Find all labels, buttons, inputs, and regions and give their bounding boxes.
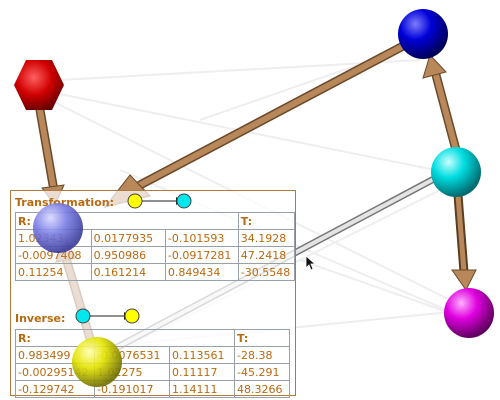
matrix-cell: 0.983499 [15,346,95,364]
matrix-cell: -0.00295142 [15,363,95,381]
matrix-cell: -0.101593 [164,229,239,247]
table-row: -0.0097408 0.950986 -0.0917281 47.2418 [15,246,296,264]
mouse-pointer-icon [305,255,317,271]
matrix-cell: -0.129742 [15,380,95,398]
matrix-cell: -30.5548 [237,263,296,281]
red-hexagon-node[interactable] [14,60,64,110]
matrix-cell: 0.11254 [15,263,92,281]
inverse-matrix-table: R: T: 0.983499 -0.0076531 0.113561 -28.3… [15,329,290,398]
inverse-direction-icon [75,308,140,324]
matrix-cell: -0.0097408 [15,246,92,264]
table-row: -0.00295142 1.02275 0.11117 -45.291 [15,363,290,381]
matrix-cell: 0.113561 [169,346,235,364]
matrix-cell: 0.849434 [164,263,239,281]
matrix-cell: 34.1928 [237,229,296,247]
matrix-cell: 1.14111 [169,380,235,398]
table-row: 0.983499 -0.0076531 0.113561 -28.38 [15,346,290,364]
matrix-cell: 47.2418 [237,246,296,264]
matrix-cell: -0.0076531 [94,346,170,364]
translation-label: T: [237,212,296,230]
transformation-matrix-table: R: T: 1.02343 0.0177935 -0.101593 34.192… [15,212,296,281]
inverse-title: Inverse: [15,312,66,325]
matrix-cell: 48.3266 [234,380,290,398]
matrix-cell: -0.191017 [94,380,170,398]
matrix-cell: -28.38 [234,346,290,364]
magenta-sphere-node[interactable] [444,288,494,338]
matrix-cell: 1.02343 [15,229,92,247]
translation-label: T: [234,329,290,347]
rotation-label: R: [15,329,235,347]
transformation-title: Transformation: [15,196,114,209]
edge-cyan-to-blue[interactable] [422,54,461,155]
matrix-cell: 1.02275 [94,363,170,381]
table-row: 0.11254 0.161214 0.849434 -30.5548 [15,263,296,281]
table-row: -0.129742 -0.191017 1.14111 48.3266 [15,380,290,398]
matrix-cell: 0.950986 [90,246,166,264]
transform-direction-icon [127,193,192,209]
matrix-cell: 0.0177935 [90,229,166,247]
blue-sphere-node[interactable] [398,9,448,59]
rotation-label: R: [15,212,239,230]
transformation-panel: Transformation: R: T: 1.02343 0.0177935 … [10,190,296,398]
cyan-sphere-node[interactable] [431,147,481,197]
matrix-cell: -45.291 [234,363,290,381]
edge-cyan-to-magenta[interactable] [451,190,477,291]
matrix-cell: 0.161214 [90,263,166,281]
matrix-cell: 0.11117 [169,363,235,381]
table-row: 1.02343 0.0177935 -0.101593 34.1928 [15,229,296,247]
matrix-cell: -0.0917281 [164,246,239,264]
